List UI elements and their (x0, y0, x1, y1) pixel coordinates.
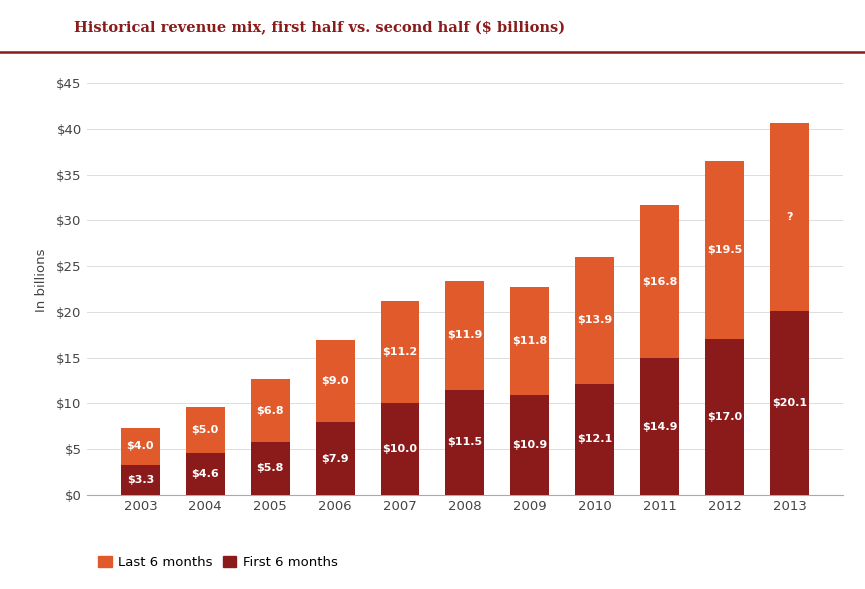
Text: $7.9: $7.9 (321, 454, 349, 464)
Bar (640, 359, 679, 495)
Text: $9.0: $9.0 (322, 376, 349, 386)
Text: $12.1: $12.1 (577, 435, 612, 445)
Bar (381, 301, 420, 403)
Text: $4.0: $4.0 (126, 441, 154, 451)
Text: $10.0: $10.0 (382, 444, 418, 454)
Bar (251, 379, 290, 442)
Bar (121, 428, 160, 465)
Text: $14.9: $14.9 (642, 422, 677, 432)
Text: $5.8: $5.8 (257, 463, 284, 473)
Bar (705, 161, 744, 339)
Text: $19.5: $19.5 (707, 245, 742, 255)
Text: $11.2: $11.2 (382, 347, 418, 357)
Text: $5.0: $5.0 (192, 425, 219, 435)
Text: $16.8: $16.8 (642, 277, 677, 287)
Bar (510, 395, 549, 495)
Text: $17.0: $17.0 (707, 412, 742, 422)
Text: $4.6: $4.6 (191, 469, 219, 479)
Bar (640, 205, 679, 359)
Text: $6.8: $6.8 (256, 406, 284, 416)
Bar (770, 311, 809, 495)
Bar (575, 257, 614, 384)
Bar (510, 287, 549, 395)
Bar (705, 339, 744, 495)
Text: $13.9: $13.9 (577, 316, 612, 326)
Text: $3.3: $3.3 (127, 475, 154, 485)
Text: $11.5: $11.5 (447, 437, 483, 447)
Bar (121, 465, 160, 495)
Bar (186, 407, 225, 453)
Bar (445, 389, 484, 495)
Text: $20.1: $20.1 (772, 398, 807, 408)
Text: ?: ? (786, 212, 792, 222)
Bar (381, 403, 420, 495)
Text: $10.9: $10.9 (512, 440, 548, 450)
Y-axis label: In billions: In billions (35, 248, 48, 312)
Bar (186, 453, 225, 495)
Bar (251, 442, 290, 495)
Bar (316, 422, 355, 495)
Text: $11.9: $11.9 (447, 330, 483, 340)
Bar (445, 281, 484, 389)
Bar (316, 340, 355, 422)
Legend: Last 6 months, First 6 months: Last 6 months, First 6 months (93, 551, 343, 574)
Bar (575, 384, 614, 495)
Text: $11.8: $11.8 (512, 336, 548, 346)
Text: Historical revenue mix, first half vs. second half ($ billions): Historical revenue mix, first half vs. s… (74, 21, 565, 35)
Bar (770, 123, 809, 311)
